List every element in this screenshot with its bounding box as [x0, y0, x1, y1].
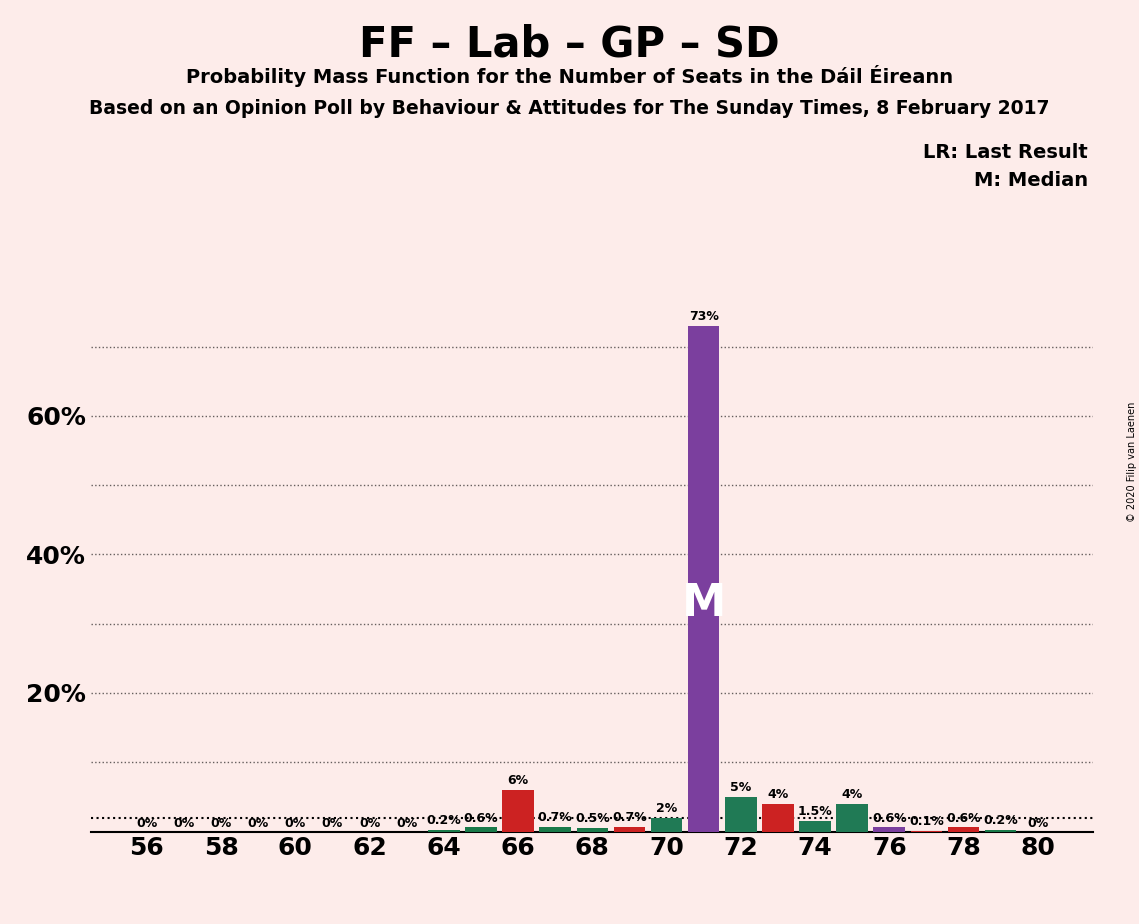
Bar	[762, 804, 794, 832]
Text: Probability Mass Function for the Number of Seats in the Dáil Éireann: Probability Mass Function for the Number…	[186, 65, 953, 87]
Text: 0.6%: 0.6%	[464, 811, 498, 824]
Text: 0.6%: 0.6%	[872, 811, 907, 824]
Text: 6%: 6%	[508, 774, 528, 787]
Text: 0%: 0%	[1027, 817, 1048, 830]
Text: 5%: 5%	[730, 781, 752, 794]
Text: M: M	[681, 582, 726, 626]
Text: 0.7%: 0.7%	[612, 811, 647, 824]
Text: 0.7%: 0.7%	[538, 811, 573, 824]
Text: 2%: 2%	[656, 802, 678, 815]
Text: 0.2%: 0.2%	[983, 814, 1018, 828]
Text: 73%: 73%	[689, 310, 719, 323]
Text: 0.1%: 0.1%	[909, 815, 944, 828]
Bar	[688, 326, 720, 832]
Text: 0%: 0%	[247, 817, 269, 830]
Bar	[650, 818, 682, 832]
Text: 0%: 0%	[396, 817, 417, 830]
Text: 0%: 0%	[173, 817, 195, 830]
Bar	[576, 828, 608, 832]
Text: 0%: 0%	[285, 817, 306, 830]
Text: M: Median: M: Median	[974, 171, 1088, 190]
Text: 0%: 0%	[211, 817, 231, 830]
Bar	[428, 830, 459, 832]
Bar	[465, 828, 497, 832]
Text: 0%: 0%	[322, 817, 343, 830]
Text: 1.5%: 1.5%	[797, 806, 833, 819]
Text: © 2020 Filip van Laenen: © 2020 Filip van Laenen	[1126, 402, 1137, 522]
Text: 0%: 0%	[359, 817, 380, 830]
Text: 0.5%: 0.5%	[575, 812, 609, 825]
Bar	[948, 828, 980, 832]
Bar	[874, 828, 906, 832]
Text: 4%: 4%	[768, 788, 788, 801]
Bar	[836, 804, 868, 832]
Bar	[985, 830, 1016, 832]
Text: FF – Lab – GP – SD: FF – Lab – GP – SD	[359, 23, 780, 65]
Text: 0.6%: 0.6%	[947, 811, 981, 824]
Bar	[502, 790, 534, 832]
Text: Based on an Opinion Poll by Behaviour & Attitudes for The Sunday Times, 8 Februa: Based on an Opinion Poll by Behaviour & …	[89, 99, 1050, 118]
Bar	[726, 796, 756, 832]
Text: LR: Last Result: LR: Last Result	[923, 143, 1088, 163]
Bar	[540, 827, 571, 832]
Bar	[614, 827, 645, 832]
Text: 4%: 4%	[842, 788, 862, 801]
Bar	[800, 821, 830, 832]
Text: 0%: 0%	[137, 817, 157, 830]
Text: 0.2%: 0.2%	[426, 814, 461, 828]
